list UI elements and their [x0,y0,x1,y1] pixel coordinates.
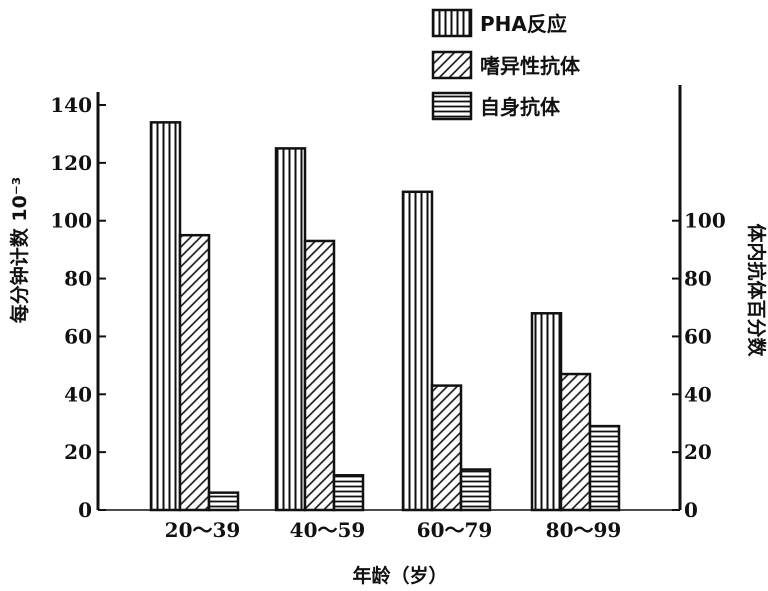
bar-vertical-2 [274,147,307,512]
y2-axis-label: 体内抗体百分数 [745,223,768,357]
bar-vertical-3 [401,190,434,512]
right-tick-label: 60 [684,324,712,348]
legend-swatch-diagonal [431,50,473,80]
bar-horizontal-3 [459,468,492,512]
bar-diagonal-4 [559,372,592,512]
legend-label: 自身抗体 [480,95,561,119]
right-tick-label: 40 [684,382,712,406]
right-tick-label: 0 [684,498,698,522]
left-tick-label: 0 [78,498,92,522]
bars [149,121,621,512]
right-tick-label: 100 [684,209,726,233]
left-tick-label: 40 [64,382,92,406]
x-tick-labels: 20～39 40～59 60～79 80～99 [165,518,622,542]
left-tick-label: 60 [64,324,92,348]
x-tick-label: 60～79 [417,518,493,542]
bar-vertical-4 [530,312,563,512]
right-tick-label: 20 [684,440,712,464]
legend-label: PHA反应 [480,12,567,36]
bar-diagonal-1 [178,233,211,512]
left-tick-label: 20 [64,440,92,464]
bar-vertical-1 [149,121,182,512]
right-tick-label: 80 [684,267,712,291]
legend-swatch-vertical [431,8,473,38]
x-tick-label: 20～39 [165,518,241,542]
bar-horizontal-1 [207,491,240,512]
left-tick-label: 120 [50,151,92,175]
left-tick-label: 80 [64,267,92,291]
legend-label: 嗜异性抗体 [480,54,581,78]
left-tick-label: 100 [50,209,92,233]
bar-horizontal-2 [332,474,365,512]
bar-diagonal-3 [430,384,463,512]
x-axis-label: 年龄（岁） [352,564,447,587]
bar-horizontal-4 [588,424,621,512]
right-y-ticks: 0 20 40 60 80 100 [672,209,726,522]
x-tick-label: 80～99 [546,518,622,542]
left-tick-label: 140 [50,93,92,117]
bar-diagonal-2 [303,239,336,512]
left-y-ticks: 0 20 40 60 80 100 120 140 [50,93,106,522]
legend-swatch-horizontal [431,91,473,121]
y-axis-label: 每分钟计数 10⁻³ [8,177,31,323]
x-tick-label: 40～59 [290,518,366,542]
